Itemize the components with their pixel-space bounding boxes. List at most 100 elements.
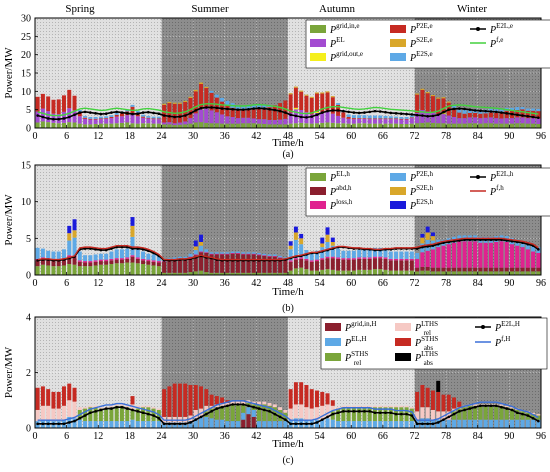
bar-segment [531,245,536,252]
bar-segment [246,123,251,128]
bar-segment [114,114,119,117]
bar-segment [452,397,457,409]
bar-segment [109,407,114,422]
bar-segment [299,382,304,405]
bar-segment [188,97,193,119]
series-point [147,110,150,114]
series-point [226,404,229,408]
panel-caption: (a) [282,149,293,160]
bar-segment [125,115,130,123]
bar-segment [367,407,372,422]
bar-segment [267,272,272,275]
bar-segment [293,404,298,419]
bar-segment [51,391,56,409]
bar-segment [125,262,130,275]
bar-segment [98,264,103,275]
y-axis-label: Power/MW [3,194,15,246]
series-point [426,245,429,248]
bar-segment [40,248,45,258]
bar-segment [241,272,246,275]
bar-segment [388,118,393,120]
bar-segment [315,250,319,260]
bar-segment [172,260,177,273]
series-point [36,114,39,117]
series-point [526,414,530,417]
bar-segment [141,116,146,118]
x-tick-label: 72 [410,131,420,142]
series-point [178,115,182,118]
legend-box [305,167,550,217]
bar-segment [288,94,293,113]
bar-segment [77,260,82,262]
bar-segment [288,261,293,271]
bar-segment [510,407,514,409]
bar-segment [262,404,267,422]
series-point [336,411,340,415]
series-point [89,247,92,250]
bar-segment [399,405,404,408]
bar-segment [436,98,441,115]
bar-segment [457,112,462,119]
bar-segment [241,105,246,111]
bar-segment [67,225,72,234]
bar-segment [72,387,77,402]
bar-segment [520,109,525,118]
legend-label: PSTHS rel [344,350,368,367]
series-point [168,422,171,426]
bar-segment [499,118,504,124]
bar-segment [51,99,56,114]
bar-segment [399,421,404,428]
bar-segment [151,421,156,428]
bar-segment [288,241,293,246]
bar-segment [346,421,351,428]
bar-segment [430,95,435,97]
bar-segment [531,419,536,428]
bar-segment [520,247,525,268]
series-point [389,111,393,115]
bar-segment [399,118,404,120]
bar-segment [51,266,56,275]
bar-segment [114,404,119,406]
bar-segment [383,407,388,422]
legend-swatch [325,338,341,346]
bar-segment [235,105,240,111]
series-point [463,238,466,242]
bar-segment [409,258,414,261]
bar-segment [257,272,261,275]
bar-segment [235,421,240,428]
bar-segment [83,421,88,428]
bar-segment [288,245,293,250]
bar-segment [315,390,319,408]
bar-segment [125,257,130,259]
bar-segment [283,257,288,259]
series-point [494,110,498,114]
bar-segment [141,407,146,422]
bar-segment [510,107,514,111]
x-tick-label: 78 [441,431,451,442]
bar-segment [230,253,235,273]
bar-segment [72,264,77,275]
bar-segment [235,110,240,119]
bar-segment [283,409,288,413]
series-point [194,418,198,421]
bar-segment [531,251,536,268]
bar-segment [525,118,530,124]
bar-segment [141,260,146,264]
bar-segment [488,419,493,428]
bar-segment [299,233,304,239]
bar-segment [109,123,114,128]
bar-segment [62,405,66,420]
bar-segment [146,421,151,428]
bar-segment [114,421,119,428]
bar-segment [62,265,66,275]
bar-segment [436,97,441,99]
bar-segment [409,123,414,128]
series-point [273,108,277,112]
bar-segment [262,255,267,256]
bar-segment [230,107,235,117]
bar-segment [119,113,124,117]
bar-segment [204,405,209,412]
bar-segment [109,264,114,275]
bar-segment [388,270,393,275]
bar-segment [130,255,135,257]
